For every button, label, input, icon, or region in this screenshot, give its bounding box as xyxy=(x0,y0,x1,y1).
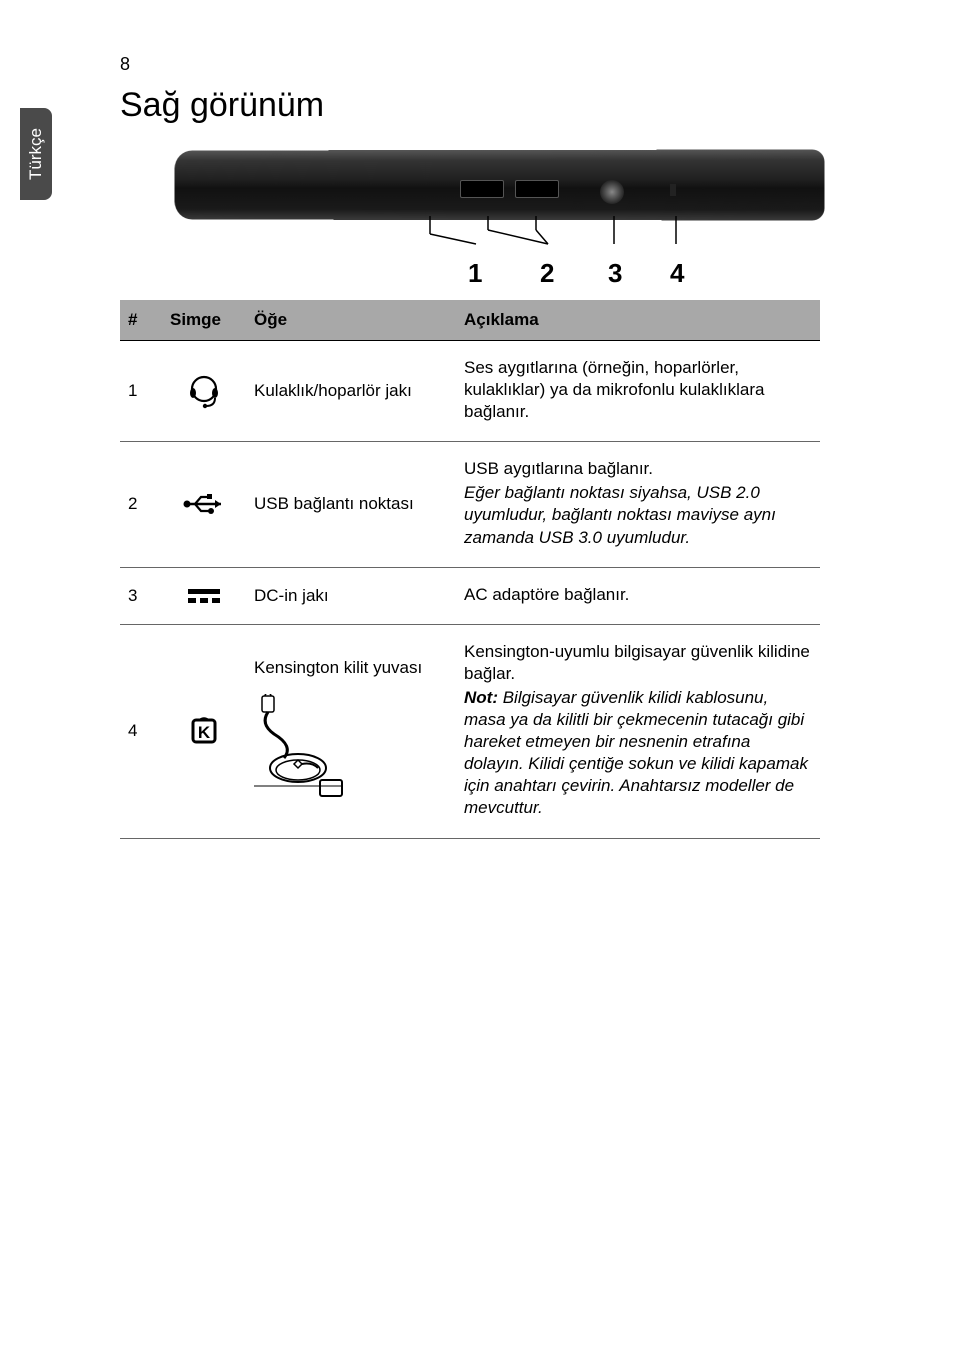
row-desc: Ses aygıtlarına (örneğin, hoparlörler, k… xyxy=(456,341,820,442)
callout-3: 3 xyxy=(608,258,622,289)
row-item: DC-in jakı xyxy=(246,567,456,624)
row-num: 2 xyxy=(120,442,162,567)
callout-labels: 1 2 3 4 xyxy=(170,230,820,290)
desc-text: Kensington-uyumlu bilgisayar güvenlik ki… xyxy=(464,641,812,685)
ports-table: # Simge Öğe Açıklama 1 K xyxy=(120,300,820,839)
audio-jack-illus xyxy=(600,180,624,204)
desc-note: Eğer bağlantı noktası siyahsa, USB 2.0 u… xyxy=(464,482,812,548)
table-header-row: # Simge Öğe Açıklama xyxy=(120,300,820,341)
row-num: 1 xyxy=(120,341,162,442)
headset-icon xyxy=(162,341,246,442)
svg-text:K: K xyxy=(198,723,211,742)
callout-1: 1 xyxy=(468,258,482,289)
page-number: 8 xyxy=(120,54,130,75)
callout-2: 2 xyxy=(540,258,554,289)
table-row: 2 USB bağlantı noktası USB aygıtlarına b… xyxy=(120,442,820,567)
note-body: Bilgisayar güvenlik kilidi kablosunu, ma… xyxy=(464,688,808,817)
row-item: USB bağlantı noktası xyxy=(246,442,456,567)
dc-in-illus xyxy=(670,184,676,196)
row-item: Kensington kilit yuvası xyxy=(254,658,448,678)
language-side-tab: Türkçe xyxy=(20,108,52,200)
col-num: # xyxy=(120,300,162,341)
col-item: Öğe xyxy=(246,300,456,341)
usb-icon xyxy=(162,442,246,567)
device-right-view-figure: 1 2 3 4 xyxy=(170,140,820,290)
table-row: 3 DC-in jakı AC adaptöre bağlanır. xyxy=(120,567,820,624)
row-desc: USB aygıtlarına bağlanır. Eğer bağlantı … xyxy=(456,442,820,567)
row-desc: Kensington-uyumlu bilgisayar güvenlik ki… xyxy=(456,624,820,838)
row-num: 4 xyxy=(120,624,162,838)
row-item-cell: Kensington kilit yuvası xyxy=(246,624,456,838)
desc-note: Not: Bilgisayar güvenlik kilidi kablosun… xyxy=(464,687,812,820)
dcin-icon xyxy=(162,567,246,624)
row-desc: AC adaptöre bağlanır. xyxy=(456,567,820,624)
note-label: Not: xyxy=(464,688,498,707)
desc-text: AC adaptöre bağlanır. xyxy=(464,584,812,606)
row-item: Kulaklık/hoparlör jakı xyxy=(246,341,456,442)
table-row: 1 Kulaklık/hoparlör jakı Ses aygıtlarına… xyxy=(120,341,820,442)
language-side-tab-label: Türkçe xyxy=(26,128,46,180)
col-icon: Simge xyxy=(162,300,246,341)
col-desc: Açıklama xyxy=(456,300,820,341)
usb-port-illus xyxy=(460,180,504,198)
page-title: Sağ görünüm xyxy=(120,86,324,125)
kensington-icon: K xyxy=(162,624,246,838)
table-row: 4 K Kensington kilit yuvası xyxy=(120,624,820,838)
lock-cable-illustration xyxy=(254,694,364,804)
desc-text: USB aygıtlarına bağlanır. xyxy=(464,458,812,480)
desc-text: Ses aygıtlarına (örneğin, hoparlörler, k… xyxy=(464,357,812,423)
callout-4: 4 xyxy=(670,258,684,289)
row-num: 3 xyxy=(120,567,162,624)
usb-port-illus xyxy=(515,180,559,198)
